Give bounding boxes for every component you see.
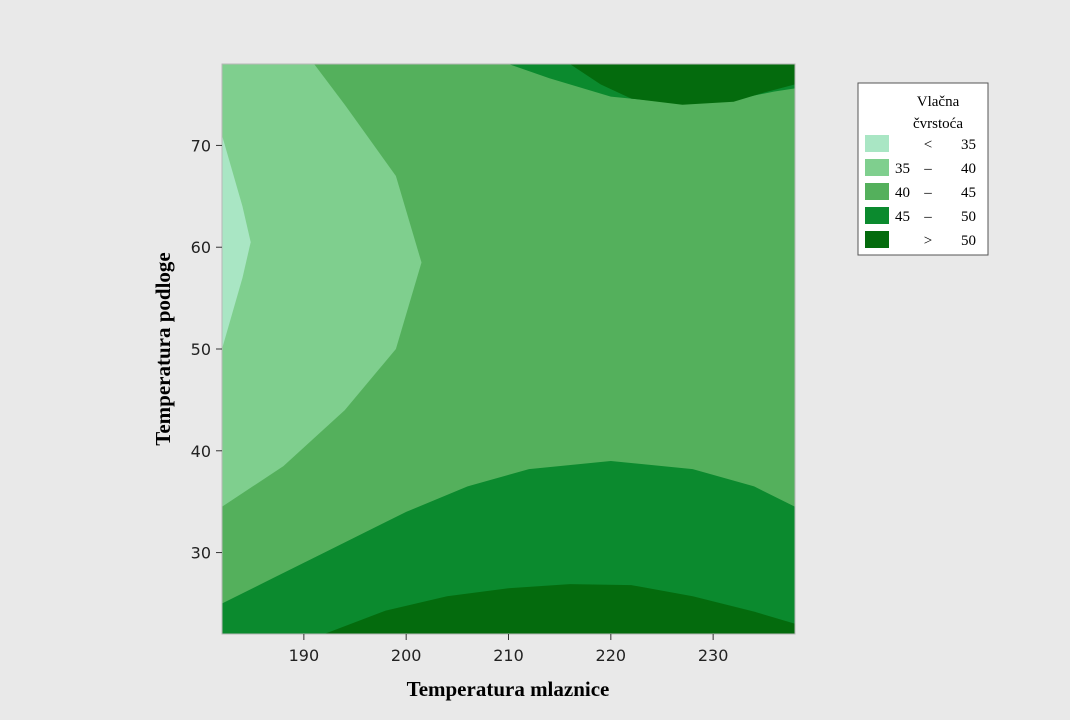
legend-label-sep: – bbox=[923, 161, 932, 177]
contour-region-1 bbox=[222, 64, 422, 507]
x-tick-label: 220 bbox=[596, 646, 627, 665]
x-tick-label: 230 bbox=[698, 646, 729, 665]
legend-label-hi: 35 bbox=[961, 137, 976, 153]
legend-label-hi: 50 bbox=[961, 209, 976, 225]
legend-label-sep: – bbox=[923, 209, 932, 225]
contour-region-6 bbox=[569, 64, 795, 105]
legend-swatch bbox=[865, 135, 889, 152]
contour-regions bbox=[222, 64, 795, 634]
legend-swatch bbox=[865, 159, 889, 176]
legend-swatch bbox=[865, 231, 889, 248]
legend-title-line1: Vlačna bbox=[917, 94, 960, 110]
legend-swatch bbox=[865, 183, 889, 200]
legend-label-hi: 50 bbox=[961, 233, 976, 249]
x-tick-label: 210 bbox=[493, 646, 524, 665]
y-axis-title: Temperatura podloge bbox=[151, 252, 175, 445]
legend-label-hi: 45 bbox=[961, 185, 976, 201]
legend-label-sep: – bbox=[923, 185, 932, 201]
y-tick-label: 50 bbox=[191, 340, 211, 359]
x-axis: 190 200 210 220 230 bbox=[289, 634, 729, 665]
y-tick-label: 30 bbox=[191, 544, 211, 563]
y-tick-label: 40 bbox=[191, 442, 211, 461]
y-axis: 30 40 50 60 70 bbox=[191, 136, 222, 563]
legend-title-line2: čvrstoća bbox=[913, 116, 963, 132]
y-tick-label: 60 bbox=[191, 238, 211, 257]
legend-label-lo: 45 bbox=[895, 209, 910, 225]
legend-label-hi: 40 bbox=[961, 161, 976, 177]
contour-region-4 bbox=[324, 584, 795, 634]
y-tick-label: 70 bbox=[191, 136, 211, 155]
contour-region-2 bbox=[222, 135, 251, 349]
x-tick-label: 200 bbox=[391, 646, 422, 665]
legend-label-lo: 40 bbox=[895, 185, 910, 201]
x-tick-label: 190 bbox=[289, 646, 320, 665]
x-axis-title: Temperatura mlaznice bbox=[407, 677, 610, 701]
legend-label-op: < bbox=[924, 137, 932, 153]
legend-swatch bbox=[865, 207, 889, 224]
legend-label-lo: 35 bbox=[895, 161, 910, 177]
legend-label-op: > bbox=[924, 233, 932, 249]
